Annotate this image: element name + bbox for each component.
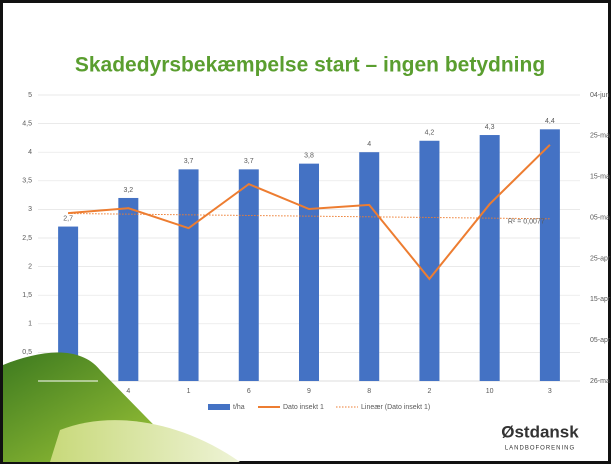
trendline xyxy=(68,212,550,220)
y2-tick-label: 05-apr xyxy=(590,337,611,344)
data-label: 2,7 xyxy=(63,215,73,222)
decor-swoosh xyxy=(50,420,240,462)
y-tick-label: 4,5 xyxy=(22,120,32,127)
logo-name: Østdansk xyxy=(501,422,579,441)
y2-tick-label: 15-apr xyxy=(590,296,611,303)
y2-tick-label: 15-ma xyxy=(590,174,610,181)
x-tick-label: 9 xyxy=(307,388,311,395)
y2-tick-label: 04-jun xyxy=(590,92,610,99)
legend-label: Dato insekt 1 xyxy=(283,404,324,411)
x-tick-label: 1 xyxy=(187,388,191,395)
data-label: 4,2 xyxy=(425,130,435,137)
bar xyxy=(118,197,139,381)
bar xyxy=(58,226,79,381)
line-series xyxy=(68,144,551,281)
bar xyxy=(238,169,259,381)
chart: 0,5 1 1,5 2 2,5 3 3,5 4 4,5 5 26-ma 05-apr 15-apr 25-… xyxy=(22,92,611,411)
data-label: 3,7 xyxy=(244,158,254,165)
legend-swatch xyxy=(208,404,230,410)
y2-tick-label: 05-ma xyxy=(590,214,610,221)
bar xyxy=(178,169,199,381)
data-label: 3,2 xyxy=(123,187,133,194)
data-label: 4,4 xyxy=(545,118,555,125)
bar xyxy=(479,135,500,381)
y-tick-label: 3,5 xyxy=(22,178,32,185)
bar xyxy=(539,129,560,381)
y-tick-label: 1 xyxy=(28,321,32,328)
y-tick-label: 0,5 xyxy=(22,349,32,356)
y2-tick-label: 26-ma xyxy=(590,378,610,385)
y-tick-label: 5 xyxy=(28,92,32,99)
x-tick-label: 10 xyxy=(486,388,494,395)
bar xyxy=(359,152,380,381)
x-tick-label: 6 xyxy=(247,388,251,395)
data-label: 3,7 xyxy=(184,158,194,165)
bar xyxy=(419,140,440,381)
legend-label: Lineær (Dato insekt 1) xyxy=(361,404,430,411)
x-tick-label: 8 xyxy=(367,388,371,395)
y2-tick-label: 25-apr xyxy=(590,255,611,262)
y-tick-label: 1,5 xyxy=(22,292,32,299)
data-label: 4 xyxy=(367,141,371,148)
y-tick-label: 2 xyxy=(28,263,32,270)
chart-title: Skadedyrsbekæmpelse start – ingen betydn… xyxy=(75,54,545,77)
data-label: 4,3 xyxy=(485,124,495,131)
trendline-annotation: R² = 0,0077 xyxy=(508,219,545,226)
y-tick-label: 3 xyxy=(28,206,32,213)
y-tick-label: 4 xyxy=(28,149,32,156)
bar xyxy=(299,163,319,381)
y-tick-label: 2,5 xyxy=(22,235,32,242)
logo-subtitle: LANDBOFORENING xyxy=(505,446,575,452)
x-tick-label: 3 xyxy=(548,388,552,395)
legend-label: t/ha xyxy=(233,404,245,411)
data-label: 3,8 xyxy=(304,152,314,159)
y2-tick-label: 25-ma xyxy=(590,133,610,140)
x-tick-label: 4 xyxy=(126,388,130,395)
x-tick-label: 2 xyxy=(427,388,431,395)
